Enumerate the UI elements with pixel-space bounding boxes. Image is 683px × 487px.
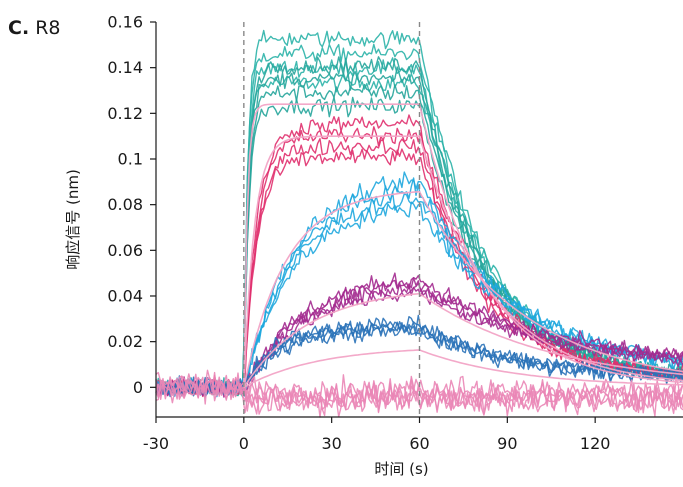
panel-name: R8 xyxy=(35,17,61,39)
fit-curve-4 xyxy=(243,349,683,389)
trace-line-6-3 xyxy=(155,371,683,417)
y-tick-label: 0.12 xyxy=(107,104,143,123)
y-axis-title: 响应信号 (nm) xyxy=(64,169,82,270)
x-tick-label: 120 xyxy=(580,434,611,453)
y-tick-label: 0.16 xyxy=(107,13,143,32)
y-tick-label: 0.08 xyxy=(107,195,143,214)
y-tick-label: 0.02 xyxy=(107,332,143,351)
fit-curve-1 xyxy=(243,135,683,388)
fit-curve-3 xyxy=(243,292,683,388)
x-tick-label: 90 xyxy=(497,434,517,453)
x-tick-label: 30 xyxy=(321,434,341,453)
y-tick-label: 0.06 xyxy=(107,241,143,260)
x-tick-label: 60 xyxy=(409,434,429,453)
y-tick-label: 0 xyxy=(133,378,143,397)
x-tick-label: 0 xyxy=(239,434,249,453)
x-tick-label: -30 xyxy=(143,434,169,453)
fit-curve-0 xyxy=(243,103,683,388)
fit-layer xyxy=(243,103,683,389)
x-axis-title: 时间 (s) xyxy=(374,460,428,478)
y-tick-label: 0.14 xyxy=(107,58,143,77)
panel-label: C. R8 xyxy=(8,17,61,39)
y-tick-label: 0.04 xyxy=(107,286,143,305)
axes-layer: 0 0.02 0.04 0.06 0.08 0.1 0.12 0.14 0.16 -30 0 30 60… xyxy=(64,13,683,478)
y-tick-label: 0.1 xyxy=(118,149,143,168)
panel-letter: C. xyxy=(8,17,30,39)
vline-layer xyxy=(243,22,421,417)
fit-curve-2 xyxy=(243,190,683,388)
